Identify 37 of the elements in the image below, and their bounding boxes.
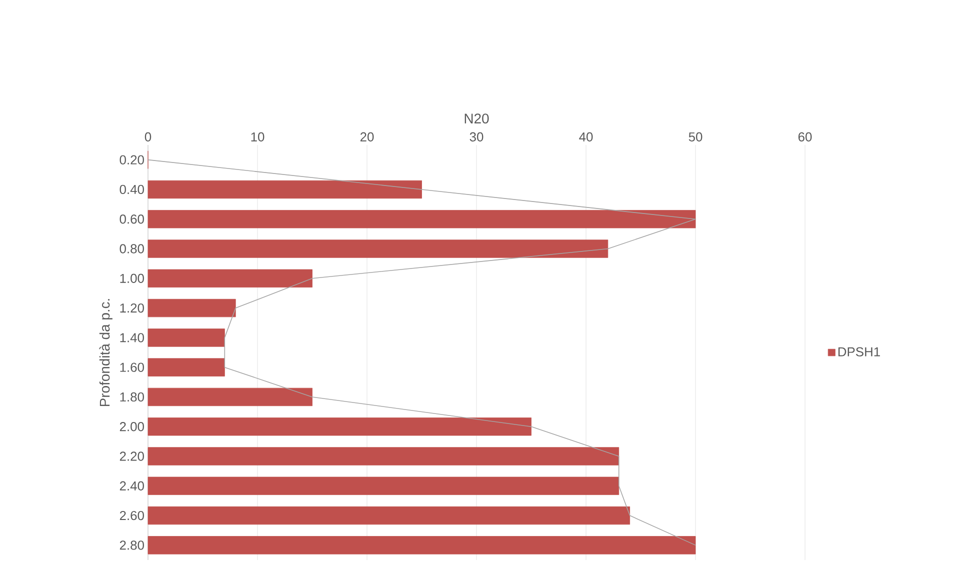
bar [148, 269, 312, 288]
y-tick-label: 1.40 [120, 333, 144, 342]
bar [148, 210, 696, 228]
bar [148, 476, 620, 495]
x-tick-label: 30 [470, 132, 484, 142]
x-tick-label: 10 [251, 132, 264, 142]
x-tick-label: 0 [144, 132, 152, 142]
bar [148, 418, 532, 436]
bar [148, 536, 696, 554]
y-tick-label: 1.20 [120, 303, 144, 313]
bar [148, 328, 225, 347]
x-tick-label: 40 [579, 132, 593, 142]
y-tick-label: 0.60 [120, 214, 144, 224]
y-tick-label: 1.60 [120, 362, 144, 372]
y-tick-label: 2.60 [120, 510, 144, 520]
x-tick-label: 50 [688, 132, 702, 142]
y-tick-label: 2.80 [120, 540, 144, 550]
bar [148, 447, 620, 466]
legend-label: DPSH1 [838, 347, 880, 356]
bar [148, 298, 236, 318]
y-tick-label: 1.80 [120, 392, 144, 402]
bar [148, 506, 630, 525]
x-tick-label: 60 [798, 132, 812, 142]
bar [148, 240, 608, 258]
y-axis-title: Profondità da p.c. [99, 299, 112, 406]
y-tick-label: 2.00 [120, 422, 144, 432]
y-tick-label: 2.20 [120, 452, 144, 461]
y-tick-label: 0.20 [120, 155, 144, 164]
y-tick-label: 0.40 [120, 184, 144, 194]
x-tick-label: 20 [360, 132, 374, 142]
x-axis-title: N20 [464, 114, 489, 124]
bar [148, 358, 225, 376]
bar [148, 388, 312, 406]
bar [148, 180, 422, 199]
y-tick-label: 1.00 [120, 274, 144, 283]
y-tick-label: 2.40 [120, 481, 144, 490]
y-tick-label: 0.80 [120, 244, 144, 254]
